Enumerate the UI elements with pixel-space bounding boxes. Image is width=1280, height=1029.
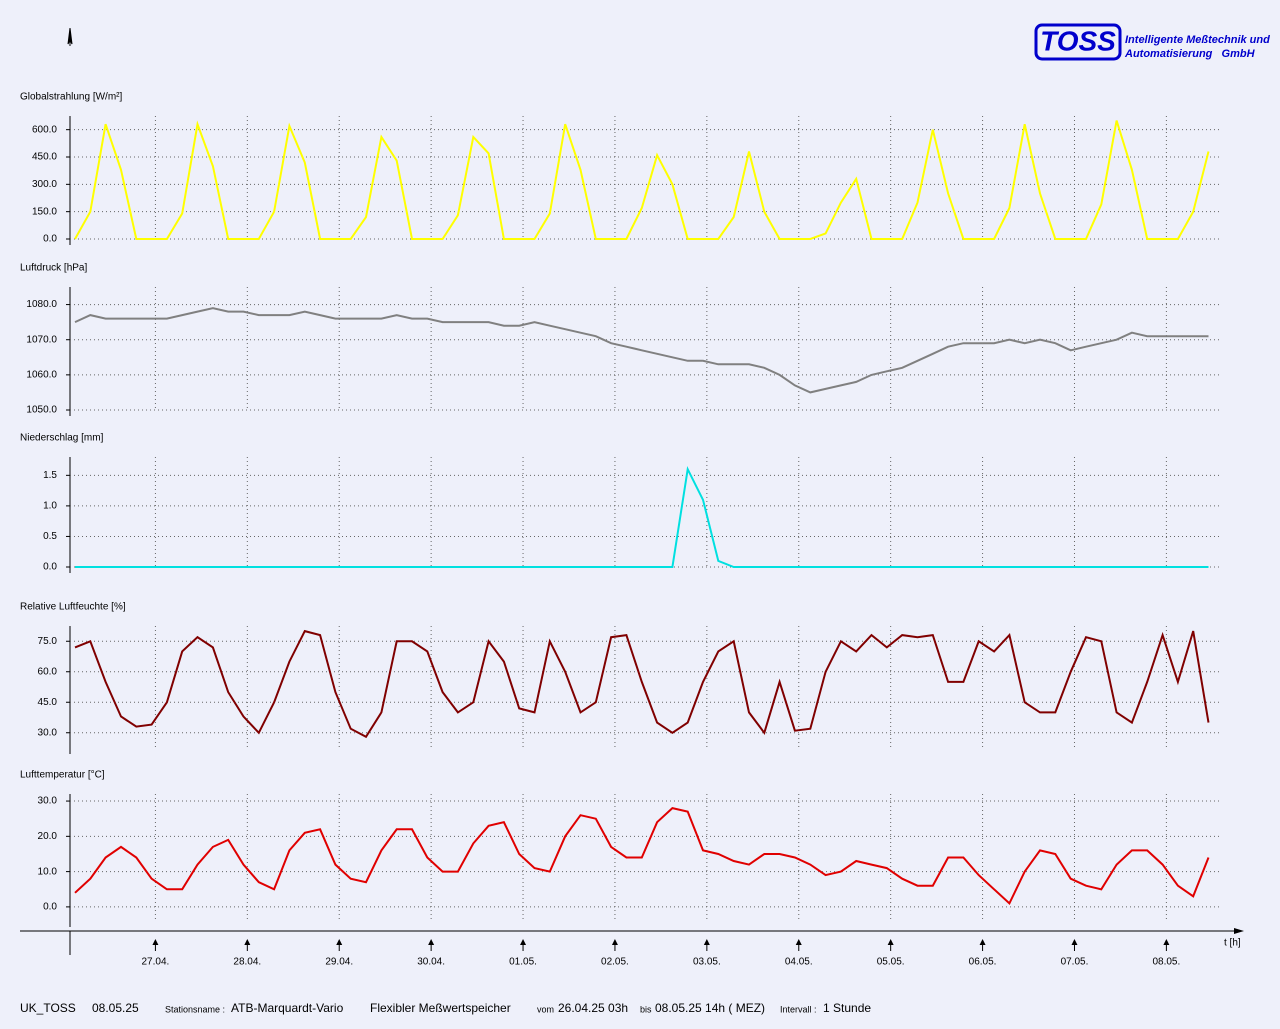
x-tick [152,939,159,945]
x-tick [1163,939,1170,945]
y-tick-label: 300.0 [32,179,57,190]
x-tick [428,939,435,945]
y-tick-label: 1070.0 [26,334,57,345]
x-tick-label: 27.04. [142,957,170,968]
x-tick [244,939,251,945]
x-axis-arrow [1234,928,1244,934]
x-tick-label: 28.04. [233,957,261,968]
footer-date: 08.05.25 [92,1001,139,1015]
company-line: Automatisierung GmbH [1124,48,1256,60]
y-tick-label: 1060.0 [26,369,57,380]
logo: TOSS Intelligente Meßtechnik und Automat… [1034,23,1270,61]
y-tick-label: 1.0 [43,501,57,512]
y-tick-label: 0.0 [43,562,57,573]
y-tick-label: 0.0 [43,902,57,913]
x-tick-label: 08.05. [1152,957,1180,968]
series-line [74,120,1210,240]
x-axis-label: t [h] [1224,938,1241,949]
y-tick-label: 450.0 [32,152,57,163]
y-tick-label: 60.0 [38,666,58,677]
x-tick-label: 29.04. [325,957,353,968]
y-tick-label: 1050.0 [26,405,57,416]
footer-label: vom [537,1004,554,1014]
x-tick-label: 02.05. [601,957,629,968]
footer-to: 08.05.25 14h ( MEZ) [655,1001,765,1015]
x-tick [1071,939,1078,945]
footer-from: 26.04.25 03h [558,1001,628,1015]
station-id: UK_TOSS [20,1001,76,1015]
y-tick-label: 10.0 [38,866,58,877]
x-tick-label: 03.05. [693,957,721,968]
company-line: Intelligente Meßtechnik und [1125,34,1270,46]
y-tick-label: 150.0 [32,206,57,217]
series-line [75,465,1209,568]
x-tick [336,939,343,945]
panel-title: Lufttemperatur [°C] [20,770,105,781]
x-tick [611,939,618,945]
panel-title: Globalstrahlung [W/m²] [20,92,122,103]
x-tick [520,939,527,945]
y-tick-label: 20.0 [38,831,58,842]
logo-frame [1034,23,1122,61]
panel-title: Luftdruck [hPa] [20,263,87,274]
cursor-icon [67,27,73,46]
series-line [74,629,1210,739]
x-tick [979,939,986,945]
x-tick-label: 06.05. [969,957,997,968]
panel-title: Niederschlag [mm] [20,433,104,444]
series-line [74,807,1210,906]
station-name: ATB-Marquardt-Vario [231,1001,344,1015]
x-tick-label: 30.04. [417,957,445,968]
x-tick-label: 05.05. [877,957,905,968]
series-line [74,307,1209,394]
y-tick-label: 45.0 [38,697,58,708]
x-tick-label: 07.05. [1061,957,1089,968]
footer-interval: 1 Stunde [823,1001,871,1015]
x-tick [703,939,710,945]
footer-label: Stationsname : [165,1004,225,1014]
logo-text: TOSS [1040,25,1116,56]
y-tick-label: 30.0 [38,796,58,807]
footer-label: bis [640,1004,652,1014]
footer-mode: Flexibler Meßwertspeicher [370,1001,511,1015]
x-tick-label: 01.05. [509,957,537,968]
x-tick-label: 04.05. [785,957,813,968]
y-tick-label: 0.5 [43,531,57,542]
y-tick-label: 75.0 [38,636,58,647]
x-tick [887,939,894,945]
y-tick-label: 0.0 [43,234,57,245]
y-tick-label: 1080.0 [26,299,57,310]
y-tick-label: 1.5 [43,470,57,481]
panel-title: Relative Luftfeuchte [%] [20,602,126,613]
x-tick [795,939,802,945]
y-tick-label: 30.0 [38,727,58,738]
y-tick-label: 600.0 [32,124,57,135]
footer-label: Intervall : [780,1004,817,1014]
